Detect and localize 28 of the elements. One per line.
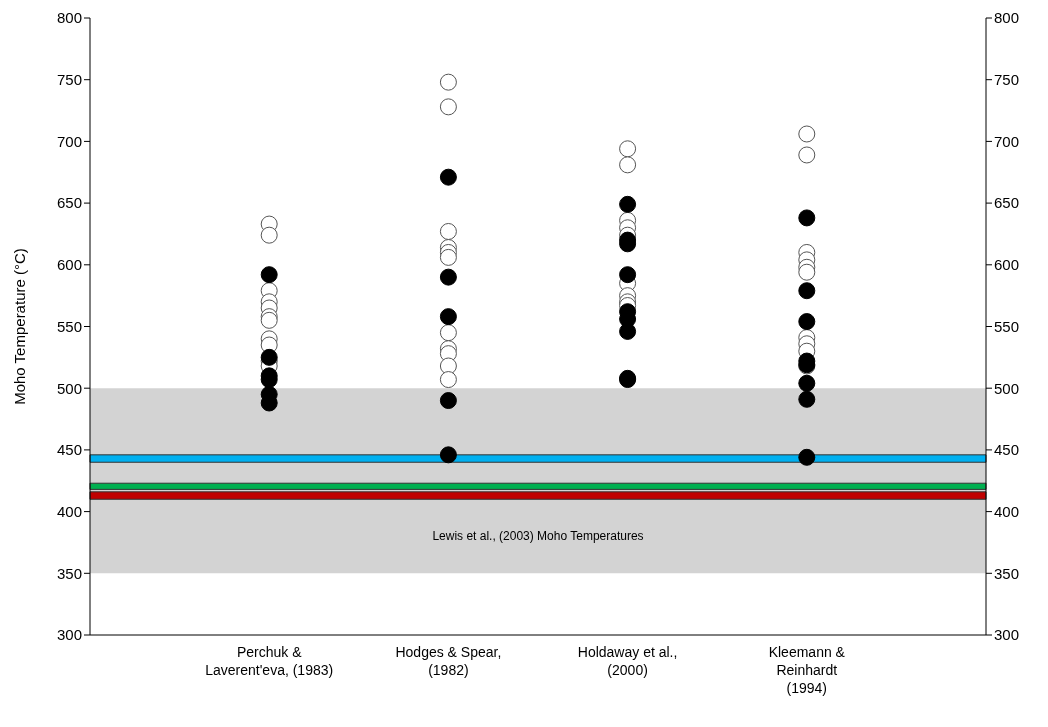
- y-tick-label: 800: [56, 9, 82, 27]
- band-label: Lewis et al., (2003) Moho Temperatures: [432, 528, 644, 543]
- y-tick-label: 650: [56, 194, 82, 212]
- y-tick-label: 700: [56, 132, 82, 150]
- y2-tick-label: 450: [994, 441, 1020, 459]
- y2-tick-label: 650: [994, 194, 1020, 212]
- y-tick-label: 500: [56, 379, 82, 397]
- x-tick-label: Kleemann & Reinhardt (1994): [768, 644, 846, 696]
- y2-tick-label: 350: [994, 564, 1020, 582]
- y2-tick-label: 400: [994, 502, 1020, 520]
- x-tick-label: Hodges & Spear, (1982): [395, 644, 502, 678]
- y-axis-title: Moho Temperature (°C): [11, 248, 29, 405]
- y2-tick-label: 800: [994, 9, 1020, 27]
- y2-tick-label: 550: [994, 317, 1020, 335]
- y-tick-label: 350: [56, 564, 82, 582]
- y2-tick-label: 500: [994, 379, 1020, 397]
- y-tick-label: 400: [56, 502, 82, 520]
- y2-tick-label: 700: [994, 132, 1020, 150]
- x-tick-label: Perchuk & Laverent'eva, (1983): [205, 644, 334, 678]
- y-tick-label: 750: [56, 71, 82, 89]
- y-tick-label: 300: [56, 626, 82, 644]
- y-tick-label: 600: [56, 256, 82, 274]
- y-tick-label: 550: [56, 317, 82, 335]
- y2-tick-label: 600: [994, 256, 1020, 274]
- y-tick-label: 450: [56, 441, 82, 459]
- y2-tick-label: 750: [994, 71, 1020, 89]
- x-tick-label: Holdaway et al., (2000): [577, 644, 678, 678]
- y2-tick-label: 300: [994, 626, 1020, 644]
